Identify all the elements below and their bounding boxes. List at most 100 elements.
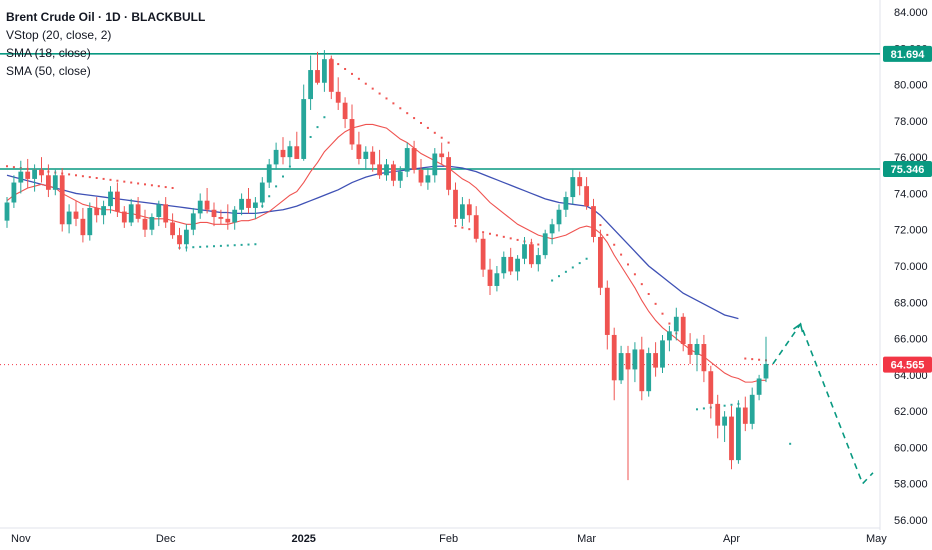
candle-down [170,222,175,236]
vstop-dot [344,67,347,70]
vstop-dot [316,126,319,129]
vstop-dot [661,312,664,315]
vstop-dot [123,180,126,183]
symbol-title[interactable]: Brent Crude Oil · 1D · BLACKBULL [6,10,206,24]
candle-up [763,363,769,379]
candle-up [660,340,665,368]
vstop-dot [482,231,485,234]
y-tick-label: 70.000 [894,261,928,273]
vstop-dot [130,181,133,184]
vstop-dot [137,182,140,185]
candle-up [101,206,106,216]
candle-down [377,164,382,176]
candle-down [439,153,445,158]
vstop-dot [454,225,457,228]
indicator-sma18[interactable]: SMA (18, close) [6,46,91,60]
forecast-arrowhead [793,322,804,333]
forecast-path [772,322,874,486]
candle-up [494,273,500,286]
candle-down [46,175,51,190]
vstop-dot [323,116,326,119]
vstop-dot [240,243,243,246]
vstop-dot [75,174,77,177]
candle-down [418,169,424,183]
vstop-dot [81,175,84,178]
vstop-dot [502,235,505,238]
vstop-dot [654,302,657,305]
candle-up [273,149,279,165]
candle-up [570,177,576,198]
vstop-dot [275,185,278,188]
vstop-dot [730,403,733,406]
candle-down [94,207,100,216]
candle-up [190,213,196,230]
vstop-dot [213,245,215,248]
y-tick-label: 66.000 [894,334,928,346]
candle-down [315,70,320,83]
vstop-dot [68,173,71,176]
candle-down [204,200,210,210]
candle-down [342,102,348,120]
price-tag-label: 64.565 [891,360,925,372]
candle-up [239,198,244,210]
y-tick-label: 64.000 [894,370,928,382]
y-tick-label: 62.000 [894,406,928,418]
candle-down [487,269,493,286]
vstop-dot [337,63,340,66]
candle-up [52,175,58,190]
vstop-dot [102,177,105,180]
candle-up [404,148,410,172]
candle-up [128,204,134,223]
candle-up [736,407,741,461]
candle-up [87,207,93,236]
candle-up [646,353,652,392]
vstop-dot [88,176,91,179]
y-tick-label: 56.000 [894,515,928,527]
vstop-dot [468,228,471,231]
vstop-dot [789,442,792,445]
vstop-dot [116,179,119,182]
candle-down [280,149,286,158]
vstop-dot [578,262,581,265]
candle-up [632,349,638,370]
candle-up [108,191,113,207]
candle-up [515,258,520,272]
vstop-dot [364,82,367,85]
candle-up [308,70,313,100]
vstop-dot [633,273,636,276]
vstop-dot [357,77,360,80]
candle-down [163,204,169,223]
candle-down [742,407,748,424]
indicator-sma50[interactable]: SMA (50, close) [6,64,91,78]
candle-down [680,316,686,345]
sma50-line [6,165,739,320]
candle-down [218,217,224,219]
candle-down [598,236,603,288]
candle-up [556,209,562,225]
candle-up [287,146,293,158]
candle-down [446,157,451,190]
indicator-vstop[interactable]: VStop (20, close, 2) [6,28,112,42]
vstop-dot [696,408,698,411]
candle-down [584,186,589,207]
candle-down [729,416,734,461]
x-tick-label: Mar [577,533,596,545]
vstop-dot [433,131,436,134]
candle-up [397,171,403,181]
candle-up [259,182,265,203]
candle-down [639,349,645,392]
vstop-dot [640,283,643,286]
candle-down [115,191,120,212]
vstop-dot [537,243,540,246]
vstop-dot [627,263,629,266]
candle-up [522,244,527,259]
candle-up [266,164,272,183]
vstop-dot [12,166,15,169]
candle-up [184,229,189,245]
x-tick-label: Nov [11,533,31,545]
x-tick-label: Feb [439,533,458,545]
candle-down [25,171,31,179]
vstop-dot [192,246,195,249]
candle-down [135,204,141,219]
